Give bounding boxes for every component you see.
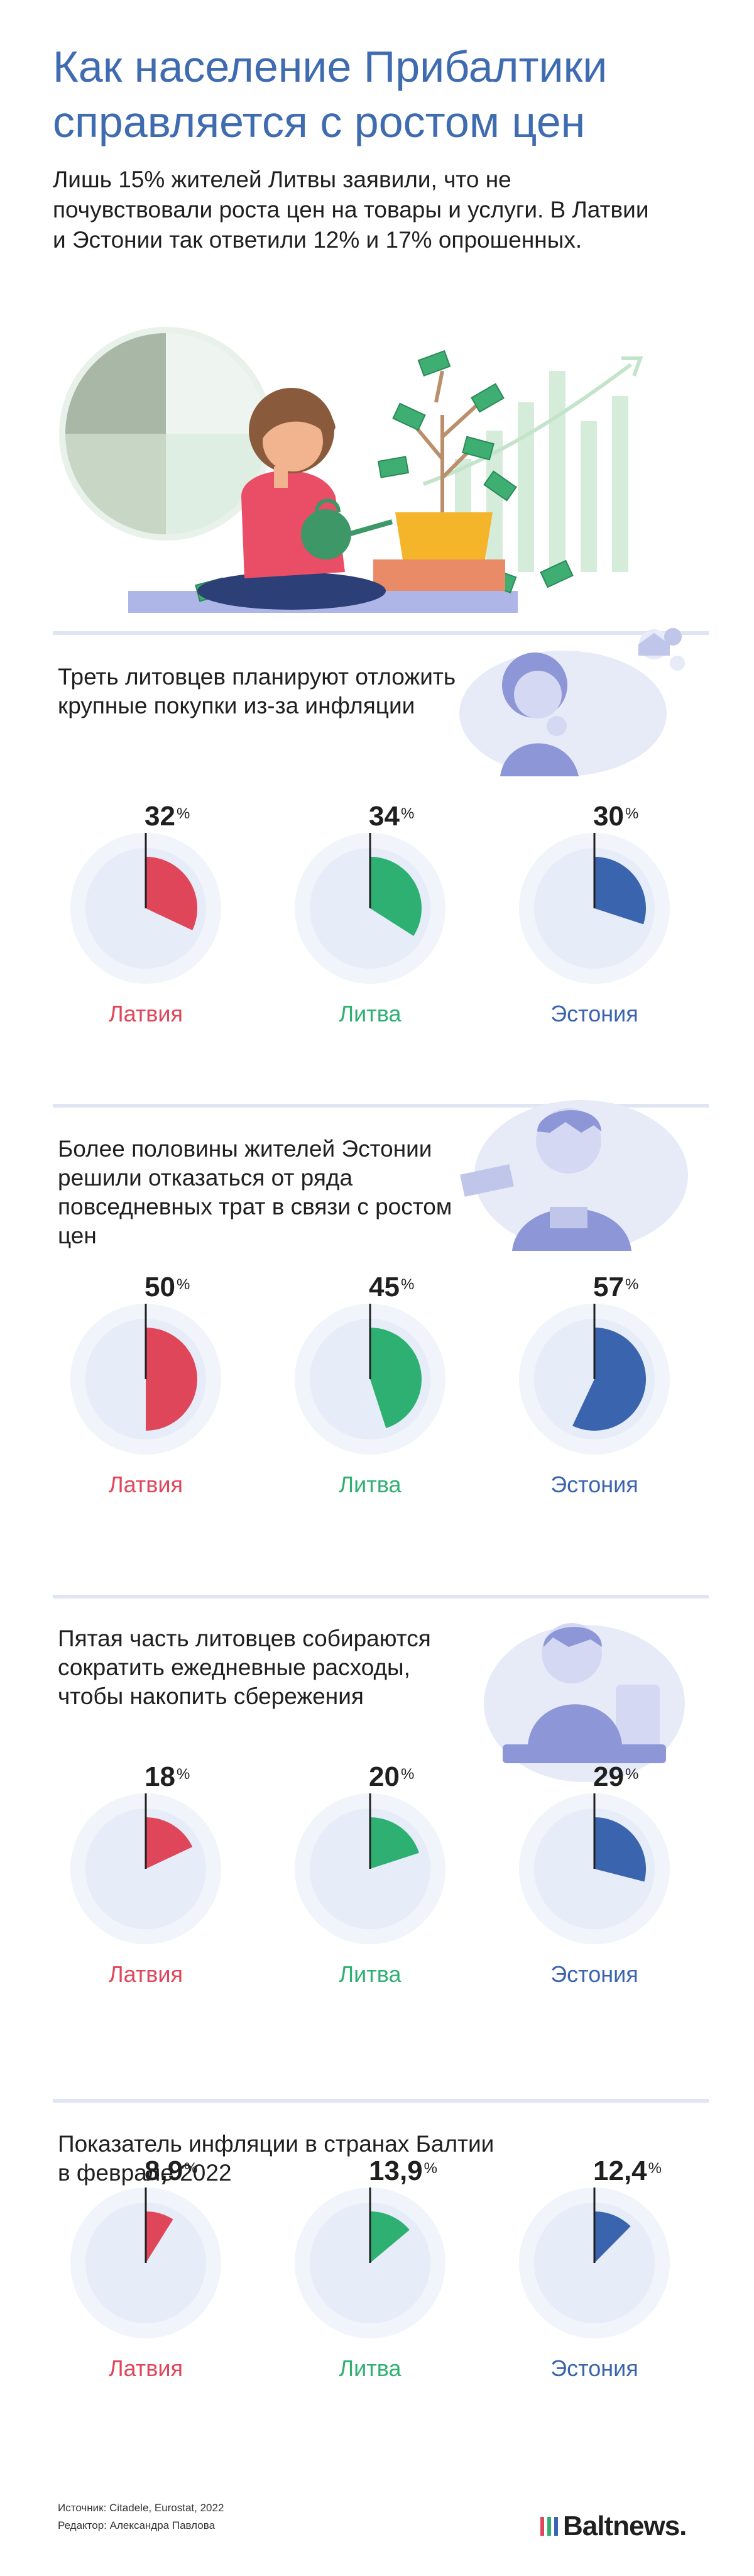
woman-with-money-tree-illustration: [59, 327, 643, 613]
baltnews-logo-icon: [540, 2517, 558, 2536]
pie-value-label: 57%: [593, 1274, 638, 1301]
pie-lithuania-2: [295, 1304, 445, 1455]
pie-value-number: 45: [369, 1272, 400, 1302]
pie-value-unit: %: [400, 1766, 415, 1783]
pie-value-label: 18%: [145, 1763, 190, 1791]
pie-value-label: 50%: [145, 1274, 190, 1301]
section-2-heading: Более половины жителей Эстонии решили от…: [58, 1136, 452, 1248]
country-label-latvia: Латвия: [108, 1472, 183, 1497]
country-label-estonia: Эстония: [550, 1961, 638, 1987]
pie-value-label: 45%: [369, 1274, 414, 1301]
pie-value-label: 8,9%: [145, 2157, 198, 2185]
pie-slice: [146, 857, 198, 930]
pie-value-number: 20: [369, 1761, 400, 1792]
pie-value-unit: %: [648, 2160, 662, 2177]
logo-text: Baltnews.: [563, 2511, 687, 2541]
pie-value-label: 29%: [593, 1763, 638, 1791]
pie-value-number: 29: [593, 1761, 624, 1792]
country-label-lithuania: Литва: [339, 1961, 402, 1987]
country-label-estonia: Эстония: [550, 2355, 638, 2381]
pie-value-unit: %: [176, 805, 190, 822]
pie-value-unit: %: [625, 1766, 639, 1783]
pie-value-number: 34: [369, 801, 400, 832]
pie-value-unit: %: [625, 805, 639, 822]
pie-lithuania-1: [295, 833, 445, 984]
pie-latvia-2: [70, 1304, 221, 1455]
pie-value-unit: %: [423, 2160, 437, 2177]
footer-credits: Источник: Citadele, Eurostat, 2022 Редак…: [58, 2499, 224, 2535]
pie-value-number: 32: [145, 801, 175, 832]
pie-value-unit: %: [400, 805, 415, 822]
pie-latvia-3: [70, 1793, 221, 1944]
pie-slice: [146, 2211, 173, 2263]
pie-value-number: 12,4: [593, 2155, 647, 2186]
pie-slice: [146, 1817, 193, 1869]
pie-value-unit: %: [400, 1276, 415, 1293]
pie-latvia-4: [70, 2188, 221, 2338]
section-divider: [53, 1595, 709, 1599]
pie-value-number: 8,9: [145, 2155, 183, 2186]
pie-value-number: 57: [593, 1272, 624, 1302]
pie-slice: [370, 1817, 419, 1869]
pie-slice: [594, 857, 647, 925]
pensive-woman-thought-bubble-illustration: [459, 628, 685, 776]
pie-value-unit: %: [625, 1276, 639, 1293]
pie-slice: [370, 1328, 422, 1428]
source-text: Источник: Citadele, Eurostat, 2022: [58, 2502, 224, 2514]
pie-estonia-2: [519, 1304, 670, 1455]
section-divider: [53, 2099, 709, 2103]
pie-slice: [370, 2211, 410, 2263]
country-label-lithuania: Литва: [339, 1001, 402, 1027]
pie-slice: [370, 857, 422, 936]
page-title: Как население Прибалтики справляется с р…: [53, 42, 608, 146]
pie-lithuania-3: [295, 1793, 445, 1944]
pie-value-number: 30: [593, 801, 624, 832]
country-label-estonia: Эстония: [550, 1472, 638, 1497]
pie-estonia-4: [519, 2188, 670, 2338]
intro-text: Лишь 15% жителей Литвы заявили, что не п…: [53, 167, 649, 253]
country-label-latvia: Латвия: [108, 1001, 183, 1027]
man-counting-coins-illustration: [484, 1623, 685, 1782]
pie-latvia-1: [70, 833, 221, 984]
pie-value-label: 13,9%: [369, 2157, 437, 2185]
section-divider: [53, 1104, 709, 1108]
pie-slice: [594, 2211, 631, 2263]
pie-value-number: 50: [145, 1272, 175, 1302]
pie-value-number: 18: [145, 1761, 175, 1792]
country-label-latvia: Латвия: [108, 2355, 183, 2381]
country-label-lithuania: Литва: [339, 1472, 402, 1497]
pie-value-number: 13,9: [369, 2155, 423, 2186]
section-1-heading: Треть литовцев планируют отложить крупны…: [58, 664, 456, 718]
pie-slice: [594, 1817, 646, 1882]
pie-value-label: 30%: [593, 803, 638, 830]
pie-value-label: 12,4%: [593, 2157, 662, 2185]
section-4-heading: Показатель инфляции в странах Балтии в ф…: [58, 2131, 494, 2186]
upset-boy-with-wallet-illustration: [460, 1100, 688, 1251]
pie-lithuania-4: [295, 2188, 445, 2338]
pie-estonia-3: [519, 1793, 670, 1944]
section-3-heading: Пятая часть литовцев собираются сократит…: [58, 1626, 431, 1709]
pie-slice: [572, 1328, 646, 1431]
pie-estonia-1: [519, 833, 670, 984]
country-label-lithuania: Литва: [339, 2355, 402, 2381]
pie-value-unit: %: [176, 1276, 190, 1293]
pie-value-label: 34%: [369, 803, 414, 830]
pie-slice: [146, 1328, 197, 1431]
country-label-latvia: Латвия: [108, 1961, 183, 1987]
section-divider: [53, 631, 709, 635]
editor-text: Редактор: Александра Павлова: [58, 2519, 216, 2531]
pie-value-unit: %: [176, 1766, 190, 1783]
pie-value-label: 20%: [369, 1763, 414, 1791]
pie-value-unit: %: [184, 2160, 198, 2177]
pie-value-label: 32%: [145, 803, 190, 830]
country-label-estonia: Эстония: [550, 1001, 638, 1027]
